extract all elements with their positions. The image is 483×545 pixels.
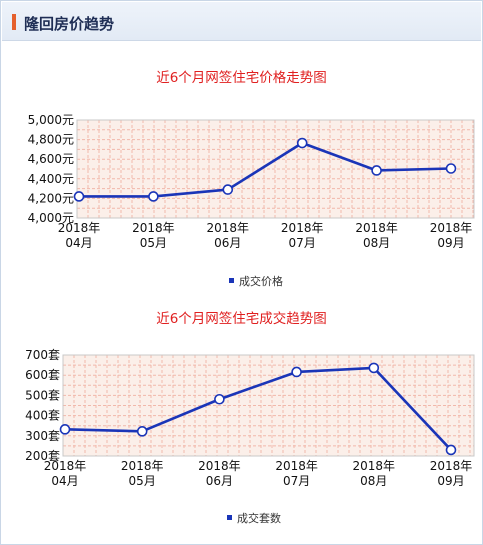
data-point [368, 362, 380, 374]
data-point [73, 191, 85, 202]
chart-title: 近6个月网签住宅价格走势图 [156, 69, 327, 86]
data-point [371, 165, 382, 176]
y-tick-label: 300套 [25, 429, 60, 443]
data-point [445, 163, 457, 174]
chart-title: 近6个月网签住宅成交趋势图 [156, 310, 327, 327]
x-tick-label: 2018年 09月 [430, 221, 473, 250]
x-tick-label: 2018年 07月 [281, 221, 324, 250]
plot-border [76, 119, 475, 219]
grid [63, 355, 474, 456]
legend-swatch [227, 515, 232, 520]
x-tick-label: 2018年 08月 [353, 459, 396, 488]
y-tick-label: 4,600元 [28, 152, 74, 166]
y-tick-label: 5,000元 [28, 113, 74, 127]
data-point [291, 366, 302, 378]
y-tick-label: 500套 [25, 388, 60, 402]
volume-trend-chart: 近6个月网签住宅成交趋势图 200套 300套 400套 500套 600套 700套 201… [25, 310, 475, 525]
legend-label: 成交套数 [237, 511, 281, 525]
data-point [148, 191, 159, 202]
data-point [296, 137, 308, 149]
x-tick-label: 2018年 04月 [58, 221, 101, 250]
data-point [59, 424, 71, 435]
y-tick-label: 4,800元 [28, 133, 74, 147]
x-tick-label: 2018年 05月 [121, 459, 164, 488]
data-point [136, 426, 148, 437]
y-tick-label: 4,200元 [28, 191, 74, 205]
x-tick-label: 2018年 08月 [355, 221, 398, 250]
panel-title: 隆回房价趋势 [24, 15, 115, 33]
y-tick-label: 200套 [25, 449, 60, 463]
legend-label: 成交价格 [239, 274, 283, 288]
x-tick-label: 2018年 06月 [207, 221, 250, 250]
legend-swatch [229, 278, 234, 283]
y-tick-label: 700套 [25, 348, 60, 362]
y-tick-label: 4,400元 [28, 172, 74, 186]
y-tick-label: 4,000元 [28, 211, 74, 225]
x-tick-label: 2018年 05月 [132, 221, 175, 250]
series-line [79, 141, 452, 198]
data-point [222, 184, 234, 195]
plot-border [62, 354, 475, 457]
x-tick-label: 2018年 06月 [198, 459, 241, 488]
header-accent-bar [12, 14, 16, 30]
data-point [214, 393, 225, 405]
grid [77, 120, 474, 218]
panel-header: 隆回房价趋势 [2, 2, 481, 41]
data-point [445, 444, 457, 456]
y-tick-label: 400套 [25, 409, 60, 423]
x-tick-label: 2018年 09月 [430, 459, 473, 488]
y-tick-label: 600套 [25, 368, 60, 382]
series-line [64, 366, 452, 451]
x-tick-label: 2018年 04月 [44, 459, 87, 488]
x-tick-label: 2018年 07月 [275, 459, 318, 488]
price-trend-chart: 近6个月网签住宅价格走势图 4,000元 4,200元 4,400元 4,600元 4,8… [28, 69, 475, 288]
